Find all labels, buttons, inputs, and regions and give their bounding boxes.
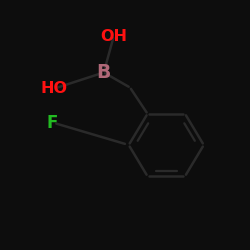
Text: F: F (47, 114, 58, 132)
Text: HO: HO (40, 81, 67, 96)
Text: OH: OH (100, 29, 127, 44)
Text: B: B (96, 63, 111, 82)
